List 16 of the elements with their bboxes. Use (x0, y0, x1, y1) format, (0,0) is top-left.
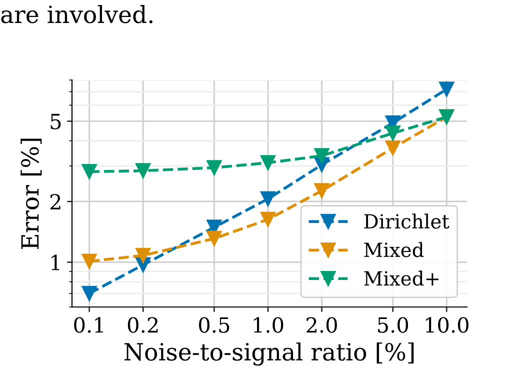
y-tick-label: 2 (50, 194, 60, 210)
text: are involved. (1, 5, 152, 24)
x-tick-label: 0.5 (199, 317, 230, 333)
x-axis-title: Noise-to-signal ratio [%] (124, 342, 414, 366)
x-tick-label: 2.0 (306, 317, 337, 333)
x-tick-label: 0.1 (74, 317, 103, 333)
y-axis-title: Error [%] (20, 138, 42, 250)
y-tick-label: 1 (52, 254, 60, 270)
x-tick-label: 0.2 (128, 317, 158, 333)
legend-label: Dirichlet (364, 214, 450, 229)
x-tick-label: 5.0 (378, 317, 408, 333)
x-tick-label: 10.0 (426, 317, 468, 333)
y-tick-label: 5 (50, 114, 61, 130)
legend-label: Mixed (364, 242, 424, 258)
legend-label: Mixed+ (364, 270, 439, 286)
x-tick-label: 1.0 (254, 317, 284, 333)
